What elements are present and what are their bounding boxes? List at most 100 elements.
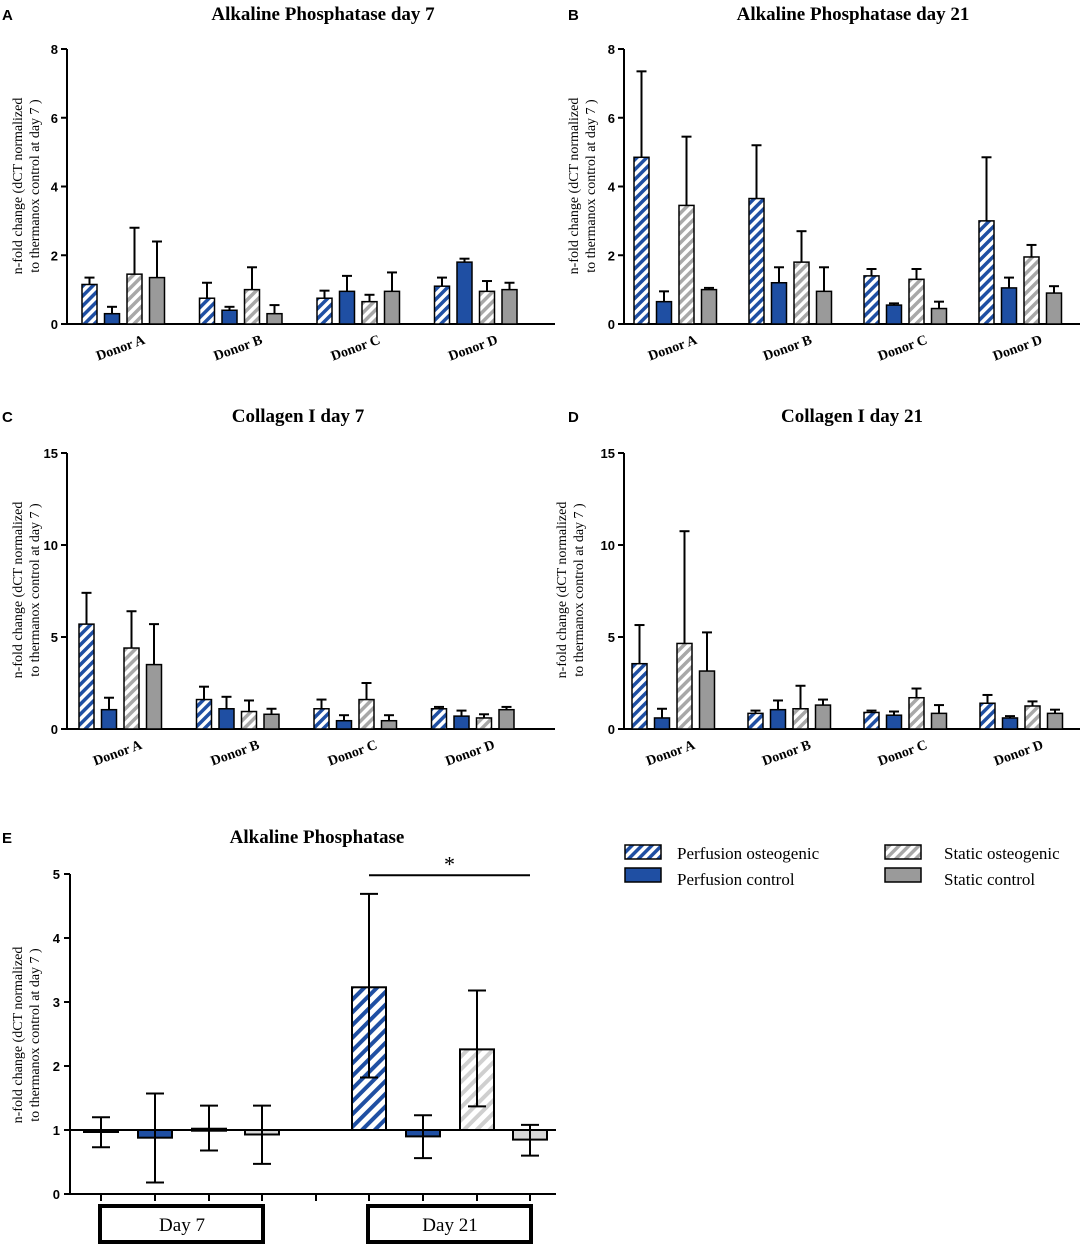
panel-e-plot: 0 1 2 3 4 5 * [53, 851, 556, 1202]
panel-b-bar-perfusion-control [885, 304, 903, 325]
panel-a-bar-perfusion-osteogenic [433, 285, 451, 325]
legend-item-perfusion-osteogenic: Perfusion osteogenic [624, 844, 820, 863]
legend-swatch-static-control [884, 867, 922, 883]
panel-e-y-tick-label: 2 [53, 1059, 60, 1074]
panel-c: C Collagen I day 7 n-fold change (dCT no… [2, 406, 555, 770]
panel-b-y-tick-label: 4 [608, 180, 616, 195]
panel-a-bar-static-osteogenic [361, 300, 378, 325]
panel-d-bar-static-control [1046, 712, 1064, 730]
panel-c-y-tick-label: 5 [51, 630, 58, 645]
panel-b-y-tick-label: 8 [608, 42, 615, 57]
panel-b-y-tick-label: 6 [608, 111, 615, 126]
panel-letter-b: B [568, 7, 579, 24]
legend-item-static-control: Static control [884, 867, 1035, 889]
panel-d-bar-static-control [814, 704, 832, 730]
panel-a-bar-perfusion-control [221, 309, 238, 325]
panel-c-bar-perfusion-osteogenic [195, 698, 213, 730]
panel-c-bar-perfusion-osteogenic [430, 708, 448, 730]
panel-d-bar-perfusion-osteogenic [747, 712, 764, 730]
panel-b-category-label: Donor A [646, 333, 700, 365]
panel-c-bar-static-control [380, 719, 398, 730]
panel-d-bar-perfusion-control [653, 717, 671, 730]
panel-c-y-tick-label: 10 [44, 538, 58, 553]
panel-c-category-label: Donor A [91, 738, 145, 770]
panel-d-y-tick-label: 10 [601, 538, 615, 553]
panel-c-bar-static-osteogenic [240, 710, 258, 730]
panel-d-bar-static-control [698, 670, 716, 730]
panel-a-ylabel-line2: to thermanox control at day 7 ) [28, 99, 43, 273]
panel-b-bar-perfusion-osteogenic [748, 197, 765, 325]
panel-c-bar-perfusion-control [218, 708, 235, 730]
panel-b-bar-static-osteogenic [1023, 256, 1040, 325]
panel-b-bar-static-control [930, 307, 948, 325]
panel-b-ylabel-line1: n-fold change (dCT normalized [567, 98, 582, 275]
panel-b-bar-static-osteogenic [678, 204, 695, 325]
panel-e-y-tick-label: 4 [53, 931, 61, 946]
panel-d-ylabel-line2: to thermanox control at day 7 ) [572, 503, 587, 677]
legend-item-static-osteogenic: Static osteogenic [884, 844, 1060, 863]
panel-d-bar-perfusion-osteogenic [631, 662, 648, 730]
panel-b: B Alkaline Phosphatase day 21 n-fold cha… [567, 4, 1080, 365]
panel-e-ylabel-line1: n-fold change (dCT normalized [11, 947, 26, 1124]
panel-a-y-tick-label: 0 [51, 317, 58, 332]
panel-a-plot: 0 2 4 6 8 Donor A Donor B Donor C Donor D [51, 42, 555, 365]
panel-b-category-label: Donor B [761, 333, 814, 364]
panel-b-category-label: Donor D [991, 333, 1044, 365]
panel-a-bar-static-control [266, 312, 283, 325]
panel-d-ylabel-line1: n-fold change (dCT normalized [555, 502, 570, 679]
panel-a-y-tick-label: 2 [51, 248, 58, 263]
panel-a-category-label: Donor A [94, 333, 148, 365]
panel-e-significance-label: * [444, 851, 455, 876]
panel-b-bar-perfusion-osteogenic [863, 275, 880, 325]
panel-c-category-label: Donor D [444, 738, 497, 770]
panel-a-bar-static-control [383, 290, 401, 325]
panel-d-bar-perfusion-control [769, 708, 787, 730]
panel-a-bar-static-control [501, 288, 518, 325]
panel-a-y-tick-label: 8 [51, 42, 58, 57]
panel-d-y-tick-label: 0 [608, 722, 615, 737]
panel-a-ylabel-line1: n-fold change (dCT normalized [11, 98, 26, 275]
panel-a-y-tick-label: 6 [51, 111, 58, 126]
panel-b-bar-static-osteogenic [793, 261, 810, 325]
panel-e: E Alkaline Phosphatase n-fold change (dC… [2, 827, 556, 1244]
panel-letter-a: A [2, 7, 13, 24]
panel-b-bar-perfusion-control [1000, 287, 1018, 325]
panel-e-y-tick-label: 0 [53, 1187, 60, 1202]
panel-b-bar-perfusion-osteogenic [633, 156, 650, 325]
panel-b-y-tick-label: 2 [608, 248, 615, 263]
panel-a-bar-perfusion-osteogenic [81, 283, 98, 325]
panel-a-title: Alkaline Phosphatase day 7 [211, 4, 435, 25]
legend: Perfusion osteogenic Perfusion control S… [624, 844, 1060, 889]
panel-c-bar-perfusion-control [100, 708, 118, 730]
panel-b-bar-perfusion-control [770, 282, 788, 325]
panel-d-y-tick-label: 15 [601, 446, 615, 461]
panel-d-bar-perfusion-osteogenic [863, 711, 880, 730]
panel-d-bar-static-osteogenic [792, 708, 809, 730]
panel-c-y-tick-label: 0 [51, 722, 58, 737]
legend-swatch-static-osteogenic [884, 844, 922, 860]
panel-b-bar-static-osteogenic [908, 278, 925, 325]
panel-a-bar-static-control [148, 276, 166, 325]
panel-d-bar-static-osteogenic [676, 642, 693, 730]
legend-label-perfusion-control: Perfusion control [677, 870, 795, 889]
legend-label-static-osteogenic: Static osteogenic [944, 844, 1060, 863]
panel-d: D Collagen I day 21 n-fold change (dCT n… [555, 406, 1080, 770]
panel-b-title: Alkaline Phosphatase day 21 [737, 4, 970, 25]
panel-b-bar-perfusion-osteogenic [978, 220, 995, 325]
panel-a-bar-perfusion-osteogenic [316, 297, 333, 325]
panel-a-category-label: Donor B [212, 333, 265, 364]
legend-item-perfusion-control: Perfusion control [624, 867, 795, 889]
panel-b-category-label: Donor C [876, 333, 929, 365]
panel-c-bar-perfusion-osteogenic [78, 623, 95, 730]
legend-label-perfusion-osteogenic: Perfusion osteogenic [677, 844, 820, 863]
panel-letter-e: E [2, 830, 12, 847]
panel-d-y-tick-label: 5 [608, 630, 615, 645]
panel-c-y-tick-label: 15 [44, 446, 58, 461]
panel-c-bar-perfusion-control [453, 715, 470, 730]
panel-a-category-label: Donor D [447, 333, 500, 365]
panel-d-bar-static-osteogenic [1024, 705, 1041, 730]
panel-d-category-label: Donor C [876, 738, 929, 770]
panel-e-ylabel-line2: to thermanox control at day 7 ) [28, 948, 43, 1122]
panel-c-bar-static-control [498, 708, 515, 730]
